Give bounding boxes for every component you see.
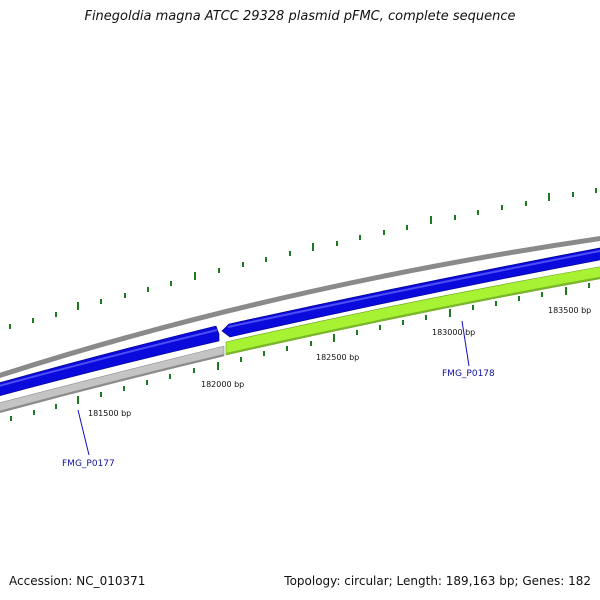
summary-text: Topology: circular; Length: 189,163 bp; … xyxy=(284,574,591,588)
outer-tick-row xyxy=(9,188,597,329)
scale-label-181500: 181500 bp xyxy=(88,409,131,418)
gene-label-p0178[interactable]: FMG_P0178 xyxy=(442,369,495,379)
plasmid-backbone xyxy=(0,235,600,379)
accession-text: Accession: NC_010371 xyxy=(9,574,146,588)
gene-callout-line-p0177 xyxy=(77,409,90,456)
scale-label-183000: 183000 bp xyxy=(432,328,475,337)
scale-label-183500: 183500 bp xyxy=(548,306,591,315)
inner-tick-row xyxy=(10,283,590,421)
map-title: Finegoldia magna ATCC 29328 plasmid pFMC… xyxy=(84,9,516,24)
forward-gene-right xyxy=(221,247,600,338)
reverse-gene-gray-edge xyxy=(0,354,225,413)
reverse-gene-green-edge xyxy=(225,276,600,355)
scale-label-182500: 182500 bp xyxy=(316,353,359,362)
forward-gene-left-highlight xyxy=(0,329,218,387)
forward-gene-right-highlight xyxy=(227,249,600,328)
gene-label-p0177[interactable]: FMG_P0177 xyxy=(62,459,115,469)
gene-callout-line-p0178 xyxy=(461,320,470,367)
scale-label-182000: 182000 bp xyxy=(201,380,244,389)
